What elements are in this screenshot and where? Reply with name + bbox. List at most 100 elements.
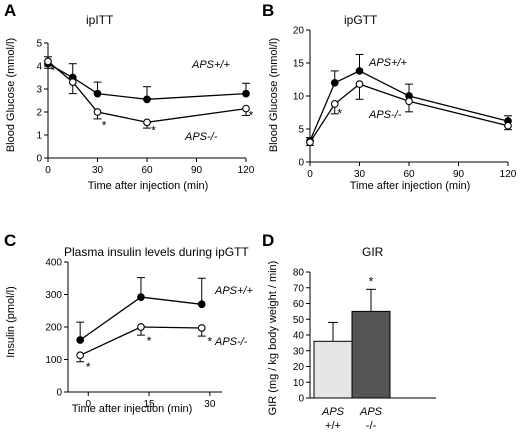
- panel-a-significance-star: *: [249, 108, 254, 122]
- panel-a-data-point: [93, 108, 102, 116]
- panel-a-xtick-label: 60: [141, 165, 153, 176]
- panel-a-xtick-label: 30: [92, 165, 104, 176]
- panel-b-ytick-label: 5: [298, 125, 304, 136]
- panel-d-ytick-label: 0: [298, 394, 304, 405]
- panel-b-ytick-label: 10: [293, 92, 305, 103]
- panel-b-xlabel: Time after injection (min): [350, 180, 471, 192]
- panel-b-xtick-label: 30: [354, 169, 366, 180]
- panel-d-category-sublabel: +/+: [325, 420, 341, 432]
- panel-c-xtick-label: 0: [85, 399, 91, 410]
- panel-d-category-label: APS: [321, 406, 345, 418]
- panel-b-letter: B: [262, 1, 274, 20]
- panel-b: B ipGTT Time after injection (min) Blood…: [262, 1, 517, 192]
- panel-b-ylabel: Blood Glucose (mmol/l): [268, 38, 280, 152]
- panel-c-data-point: [137, 293, 145, 301]
- panel-b-xtick-label: 120: [500, 169, 517, 180]
- panel-a-data-point: [242, 104, 250, 113]
- panel-c-xtick-label: 30: [204, 399, 216, 410]
- panel-d-bar-0: [313, 340, 353, 399]
- panel-c-ytick-label: 100: [45, 355, 62, 366]
- panel-b-ytick-label: 20: [293, 26, 305, 37]
- panel-c-data-point: [137, 323, 145, 331]
- panel-a-ytick-label: 0: [36, 154, 42, 165]
- panel-d-ytick-label: 60: [293, 299, 305, 310]
- panel-a-title: ipITT: [86, 13, 114, 27]
- panel-c-significance-star: *: [147, 334, 152, 348]
- panel-c-significance-star: *: [86, 360, 91, 374]
- panel-d: D GIR GIR (mg / kg body weight / min) 0 1…: [262, 231, 436, 432]
- panel-d-ytick-label: 50: [293, 315, 305, 326]
- panel-a-xlabel: Time after injection (min): [88, 180, 209, 192]
- panel-c-xlabel: Time after injection (min): [72, 403, 193, 415]
- panel-a-xtick-label: 0: [45, 165, 51, 176]
- panel-c-ytick-label: 400: [45, 258, 62, 269]
- panel-a-ytick-label: 4: [36, 62, 42, 73]
- panel-d-ytick-label: 30: [293, 346, 305, 357]
- panel-b-xtick-label: 90: [453, 169, 465, 180]
- panel-b-data-point: [355, 80, 364, 88]
- panel-b-data-point: [330, 78, 339, 87]
- panel-d-category-label: APS: [359, 406, 383, 418]
- panel-a-data-point: [242, 89, 250, 98]
- panel-a-xtick-label: 120: [238, 165, 255, 176]
- panel-c-letter: C: [4, 231, 16, 250]
- panel-c-significance-star: *: [208, 335, 213, 349]
- panel-b-series-label-wt: APS+/+: [368, 57, 407, 69]
- panel-a-ylabel: Blood Glucose (mmol/l): [5, 38, 17, 152]
- panel-d-ytick-label: 20: [293, 362, 305, 373]
- panel-b-series-label-ko: APS-/-: [368, 109, 402, 121]
- panel-b-xtick-label: 60: [403, 169, 415, 180]
- panel-d-ytick-label: 80: [293, 268, 305, 279]
- panel-a-letter: A: [4, 1, 16, 20]
- panel-c-data-point: [197, 300, 206, 309]
- panel-c-series-label-ko: APS-/-: [214, 336, 248, 348]
- panel-a-significance-star: *: [151, 123, 156, 137]
- panel-d-title: GIR: [362, 245, 384, 259]
- panel-a: A ipITT Time after injection (min) Blood…: [4, 1, 255, 192]
- panel-a-data-point: [143, 118, 151, 127]
- panel-a-data-point: [68, 78, 77, 86]
- panel-a-series-label-wt: APS+/+: [191, 59, 230, 71]
- panel-b-data-point: [306, 138, 314, 147]
- panel-c-ytick-label: 300: [45, 290, 62, 301]
- panel-a-data-point: [93, 89, 102, 98]
- panel-c-data-point: [76, 336, 85, 344]
- panel-d-ytick-label: 70: [293, 283, 305, 294]
- panel-a-series-label-ko: APS-/-: [184, 131, 218, 143]
- panel-c-data-point: [76, 351, 85, 360]
- panel-d-ytick-label: 40: [293, 331, 305, 342]
- panel-c-data-point: [197, 324, 206, 332]
- panel-d-ytick-label: 10: [293, 378, 305, 389]
- panel-a-significance-star: *: [102, 119, 107, 133]
- panel-a-significance-star: *: [51, 63, 56, 77]
- panel-b-ytick-label: 0: [298, 158, 304, 169]
- panel-d-ylabel: GIR (mg / kg body weight / min): [267, 261, 279, 416]
- panel-b-xtick-label: 0: [307, 169, 313, 180]
- panel-c-ylabel: Insulin (pmol/l): [5, 286, 17, 358]
- panel-b-data-point: [355, 67, 364, 75]
- panel-b-data-point: [405, 97, 413, 106]
- panel-a-ytick-label: 5: [36, 39, 42, 50]
- panel-c: C Plasma insulin levels during ipGTT Tim…: [4, 231, 253, 415]
- panel-c-ytick-label: 0: [56, 388, 62, 399]
- panel-a-data-point: [143, 95, 151, 104]
- panel-a-xtick-label: 90: [191, 165, 203, 176]
- panel-b-significance-star: *: [337, 107, 342, 121]
- panel-c-title: Plasma insulin levels during ipGTT: [64, 245, 249, 259]
- panel-a-data-point: [44, 57, 52, 66]
- panel-b-ytick-label: 15: [293, 59, 305, 70]
- panel-b-title: ipGTT: [344, 13, 378, 27]
- panel-d-bar-1: [351, 310, 391, 399]
- panel-c-xtick-label: 15: [143, 399, 155, 410]
- panel-b-data-point: [330, 100, 339, 108]
- panel-d-letter: D: [262, 231, 274, 250]
- panel-c-ytick-label: 200: [45, 323, 62, 334]
- panel-a-ytick-label: 1: [36, 131, 42, 142]
- panel-d-category-sublabel: -/-: [366, 420, 377, 432]
- panel-c-series-label-wt: APS+/+: [214, 285, 253, 297]
- panel-a-ytick-label: 3: [36, 85, 42, 96]
- panel-d-significance-star: *: [369, 274, 374, 288]
- panel-b-data-point: [504, 121, 512, 130]
- panel-a-ytick-label: 2: [36, 108, 42, 119]
